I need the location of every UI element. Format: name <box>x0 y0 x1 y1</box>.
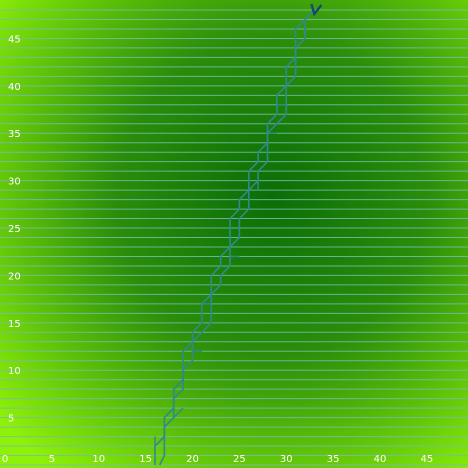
x-tick-label: 30 <box>280 454 293 465</box>
x-tick-label: 25 <box>233 454 246 465</box>
x-tick-label: 15 <box>139 454 152 465</box>
y-tick-label: 20 <box>8 271 21 282</box>
y-tick-label: 10 <box>8 366 21 377</box>
x-tick-label: 0 <box>2 454 8 465</box>
branch-segment <box>173 407 184 419</box>
x-tick-label: 20 <box>186 454 199 465</box>
grid-lines <box>0 9 468 466</box>
series-line-1 <box>158 9 315 466</box>
x-tick-label: 10 <box>92 454 105 465</box>
series-line-2 <box>154 9 315 465</box>
series-lines <box>154 9 315 466</box>
y-tick-label: 35 <box>8 129 21 140</box>
y-tick-label: 30 <box>8 177 21 188</box>
end-marker <box>310 3 323 17</box>
y-tick-label: 15 <box>8 319 21 330</box>
y-tick-label: 5 <box>8 414 14 425</box>
y-tick-label: 45 <box>8 34 21 45</box>
y-tick-label: 40 <box>8 82 21 93</box>
x-tick-label: 35 <box>327 454 340 465</box>
x-tick-label: 40 <box>374 454 387 465</box>
y-tick-label: 25 <box>8 224 21 235</box>
x-tick-label: 5 <box>49 454 55 465</box>
y-tick-labels: 5 10 15 20 25 30 35 40 45 <box>8 34 21 424</box>
x-tick-labels: 0 5 10 15 20 25 30 35 40 45 <box>2 454 433 465</box>
marker-point <box>310 3 323 17</box>
x-tick-label: 45 <box>421 454 434 465</box>
